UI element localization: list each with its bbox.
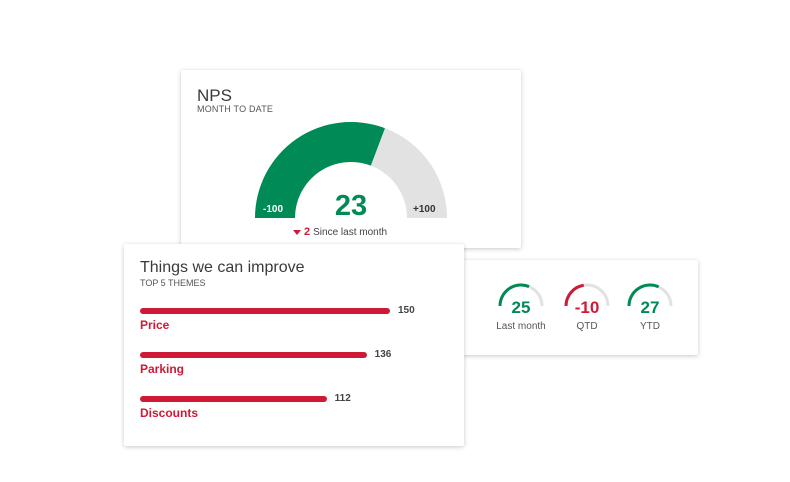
nps-score: 23 bbox=[334, 190, 368, 222]
theme-name[interactable]: Discounts bbox=[140, 406, 199, 420]
improve-card: Things we can improve TOP 5 THEMES 150 P… bbox=[124, 244, 464, 446]
gauge-min-label: -100 bbox=[263, 204, 284, 215]
theme-count: 136 bbox=[374, 349, 392, 360]
theme-name[interactable]: Price bbox=[140, 318, 170, 332]
delta-value: 2 bbox=[304, 226, 311, 238]
theme-name[interactable]: Parking bbox=[140, 362, 185, 376]
mini-gauge-icon bbox=[498, 283, 544, 307]
nps-gauge bbox=[255, 122, 447, 218]
delta-text: Since last month bbox=[313, 227, 388, 238]
nps-subtitle: MONTH TO DATE bbox=[197, 104, 274, 114]
period-label: QTD bbox=[576, 321, 598, 332]
down-arrow-icon bbox=[293, 229, 301, 235]
theme-count: 150 bbox=[398, 305, 415, 316]
nps-card: NPS MONTH TO DATE -100 +100 23 2 Since la… bbox=[181, 70, 521, 248]
improve-subtitle: TOP 5 THEMES bbox=[140, 278, 206, 288]
mini-gauge-icon bbox=[627, 283, 673, 307]
theme-bar bbox=[140, 396, 327, 402]
gauge-max-label: +100 bbox=[413, 204, 436, 215]
period-value: 27 bbox=[640, 298, 660, 317]
period-scores-card: 25 Last month -10 QTD 27 YTD bbox=[463, 260, 698, 355]
nps-delta: 2 Since last month bbox=[293, 226, 387, 238]
theme-bar bbox=[140, 352, 367, 358]
improve-title: Things we can improve bbox=[140, 259, 305, 276]
mini-gauge-fill bbox=[498, 283, 530, 307]
theme-row[interactable]: 112 Discounts bbox=[140, 393, 440, 436]
mini-gauge-fill bbox=[627, 283, 660, 307]
theme-row[interactable]: 150 Price bbox=[140, 305, 440, 348]
theme-bar bbox=[140, 308, 390, 314]
gauge-fill bbox=[255, 122, 385, 218]
mini-gauge-fill bbox=[564, 283, 585, 307]
period-value: -10 bbox=[574, 298, 600, 317]
period-label: Last month bbox=[496, 321, 546, 332]
period-value: 25 bbox=[511, 298, 531, 317]
theme-row[interactable]: 136 Parking bbox=[140, 349, 440, 392]
theme-count: 112 bbox=[334, 393, 351, 404]
nps-title: NPS bbox=[197, 86, 232, 105]
mini-gauge-icon bbox=[564, 283, 610, 307]
period-label: YTD bbox=[640, 321, 660, 332]
